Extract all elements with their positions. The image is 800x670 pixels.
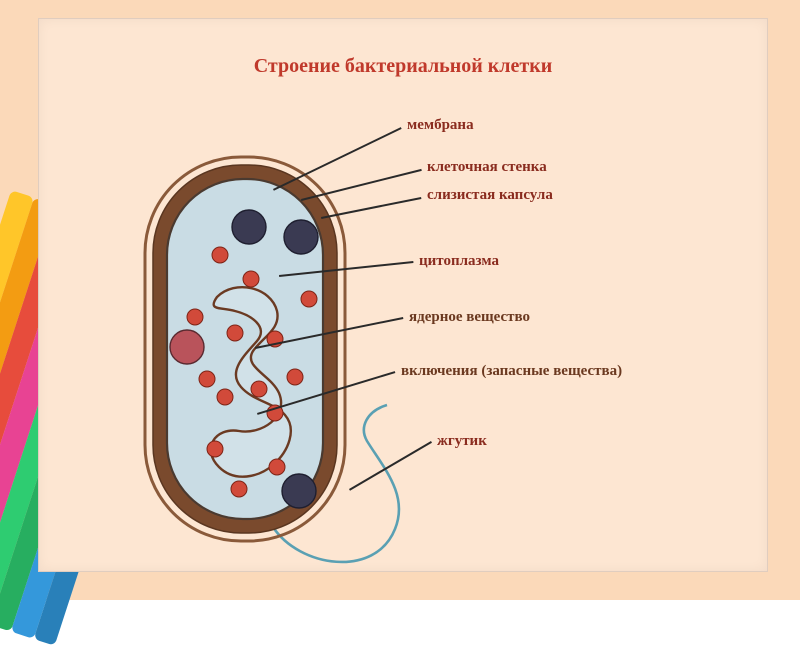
inclusion-small (207, 441, 223, 457)
inclusion-small (212, 247, 228, 263)
label-cytoplasm: цитоплазма (419, 253, 499, 270)
inclusion-small (243, 271, 259, 287)
inclusion-small (287, 369, 303, 385)
label-capsule: слизистая капсула (427, 187, 553, 204)
inclusion-dark (232, 210, 266, 244)
label-flagellum: жгутик (437, 433, 487, 450)
label-membrane: мембрана (407, 117, 474, 134)
inclusion-red-large (170, 330, 204, 364)
label-cell-wall: клеточная стенка (427, 159, 547, 176)
bacterial-cell-diagram (75, 79, 415, 599)
diagram-card: Строение бактериальной клетки мембрана к… (38, 18, 768, 572)
inclusion-dark (284, 220, 318, 254)
inclusion-small (269, 459, 285, 475)
inclusion-small (187, 309, 203, 325)
inclusion-small (199, 371, 215, 387)
inclusion-small (251, 381, 267, 397)
inclusion-dark (282, 474, 316, 508)
inclusion-small (301, 291, 317, 307)
inclusion-small (217, 389, 233, 405)
label-inclusions: включения (запасные вещества) (401, 363, 622, 380)
inclusion-small (227, 325, 243, 341)
page-title: Строение бактериальной клетки (39, 55, 767, 78)
inclusion-small (231, 481, 247, 497)
label-nucleoid: ядерное вещество (409, 309, 530, 326)
